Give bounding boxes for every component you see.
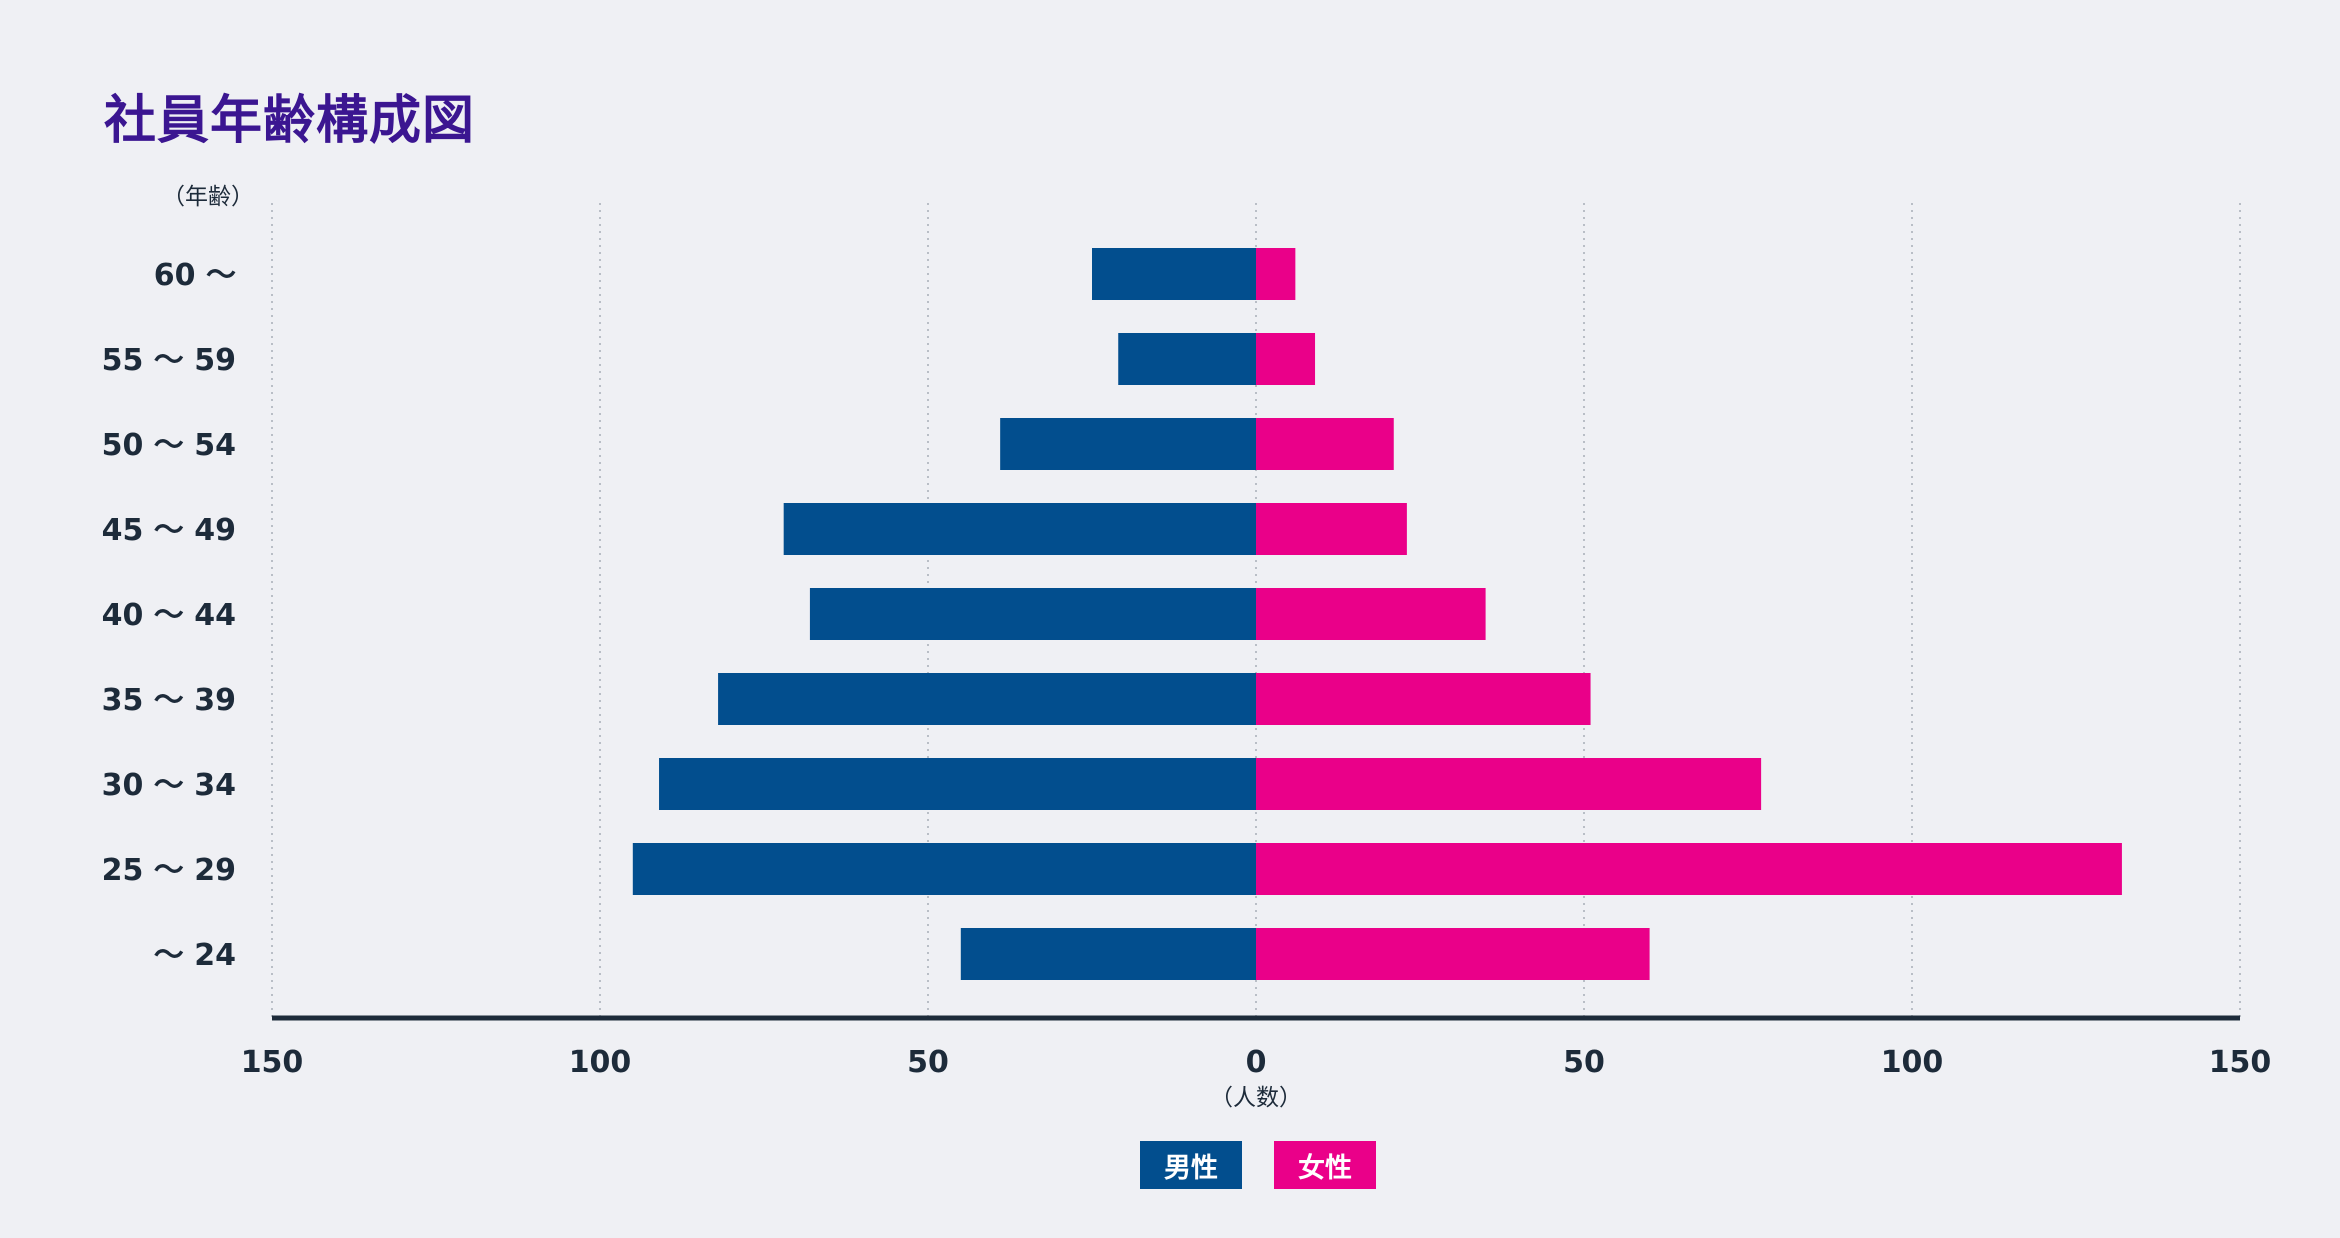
bar-male-3 [783, 503, 1256, 555]
legend: 男性 女性 [1140, 1141, 1376, 1189]
y-axis-label: （年齢） [162, 184, 254, 210]
category-label-6: 30 〜 34 [102, 768, 236, 803]
legend-male: 男性 [1140, 1141, 1242, 1189]
category-label-8: 〜 24 [154, 938, 236, 973]
x-tick-label-0: 150 [241, 1045, 304, 1080]
x-tick-label-5: 100 [1881, 1045, 1944, 1080]
bar-female-3 [1256, 503, 1407, 555]
bar-female-2 [1256, 418, 1394, 470]
x-tick-label-4: 50 [1563, 1045, 1605, 1080]
bar-male-6 [659, 758, 1256, 810]
bar-female-8 [1256, 928, 1650, 980]
bar-female-7 [1256, 843, 2122, 895]
category-label-5: 35 〜 39 [102, 683, 236, 718]
category-label-2: 50 〜 54 [102, 428, 236, 463]
x-tick-label-3: 0 [1246, 1045, 1267, 1080]
bar-female-6 [1256, 758, 1762, 810]
x-tick-label-2: 50 [907, 1045, 949, 1080]
x-axis-label: （人数） [1210, 1085, 1302, 1111]
legend-female: 女性 [1274, 1141, 1376, 1189]
bar-male-2 [1000, 418, 1256, 470]
category-label-1: 55 〜 59 [102, 343, 236, 378]
bar-female-1 [1256, 333, 1316, 385]
bar-female-0 [1256, 248, 1296, 300]
bar-male-1 [1118, 333, 1256, 385]
bar-male-0 [1092, 248, 1256, 300]
bar-female-4 [1256, 588, 1486, 640]
bar-male-5 [718, 673, 1256, 725]
x-tick-label-6: 150 [2209, 1045, 2272, 1080]
category-label-4: 40 〜 44 [102, 598, 236, 633]
category-label-0: 60 〜 [154, 258, 236, 293]
bar-male-7 [632, 843, 1256, 895]
chart-title: 社員年齢構成図 [104, 91, 476, 151]
bar-male-4 [809, 588, 1256, 640]
category-label-7: 25 〜 29 [102, 853, 236, 888]
bar-male-8 [960, 928, 1256, 980]
category-label-3: 45 〜 49 [102, 513, 236, 548]
x-tick-label-1: 100 [569, 1045, 632, 1080]
bar-female-5 [1256, 673, 1591, 725]
